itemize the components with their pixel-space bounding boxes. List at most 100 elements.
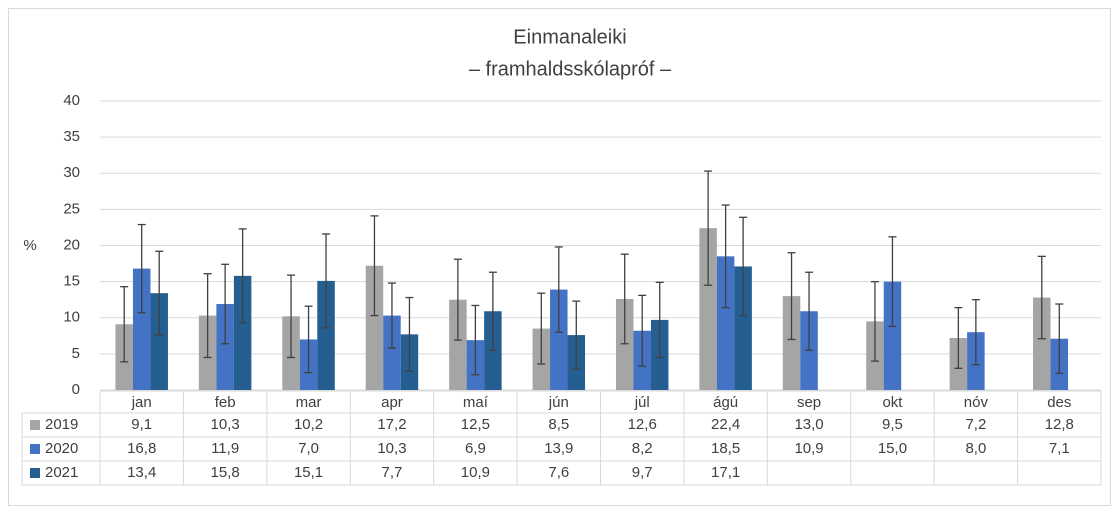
- table-value: 12,6: [628, 416, 657, 433]
- table-value: 8,5: [548, 416, 569, 433]
- error-bar: [787, 252, 796, 341]
- y-tick-label: 0: [72, 381, 80, 398]
- table-value: 7,1: [1049, 440, 1070, 457]
- bar: [883, 281, 902, 390]
- error-bar: [655, 281, 664, 359]
- error-bar: [120, 286, 129, 363]
- table-value: 13,4: [127, 464, 156, 481]
- x-tick-label: sep: [797, 394, 821, 411]
- table-value: 9,1: [131, 416, 152, 433]
- x-tick-label: júl: [634, 394, 650, 411]
- x-tick-label: des: [1047, 394, 1071, 411]
- legend-label: 2021: [45, 464, 78, 481]
- table-value: 13,9: [544, 440, 573, 457]
- table-value: 6,9: [465, 440, 486, 457]
- table-value: 12,5: [461, 416, 490, 433]
- x-tick-label: feb: [215, 394, 236, 411]
- table-value: 11,9: [211, 440, 239, 457]
- bar: [615, 298, 634, 390]
- error-bar: [1037, 255, 1046, 340]
- bar: [550, 289, 568, 390]
- error-bar: [471, 304, 480, 376]
- x-tick-label: ágú: [713, 394, 738, 411]
- table-value: 13,0: [794, 416, 823, 433]
- error-bar: [221, 263, 230, 345]
- table-value: 15,8: [211, 464, 240, 481]
- error-bar: [620, 253, 629, 345]
- table-value: 17,1: [711, 464, 740, 481]
- bar: [216, 304, 234, 390]
- error-bar: [870, 280, 879, 362]
- error-bar: [370, 215, 379, 317]
- bar: [383, 315, 401, 390]
- error-bar: [488, 271, 497, 351]
- error-bar: [287, 274, 296, 359]
- table-value: 7,7: [382, 464, 403, 481]
- bar: [449, 299, 467, 390]
- error-bar: [721, 204, 730, 309]
- legend-label: 2020: [45, 440, 78, 457]
- bar: [1033, 297, 1051, 390]
- x-tick-label: apr: [381, 394, 403, 411]
- chart-title: Einmanaleiki: [513, 26, 626, 48]
- error-bar: [739, 216, 748, 317]
- y-axis-label: %: [23, 237, 36, 254]
- legend-key: [30, 420, 40, 430]
- table-value: 7,0: [298, 440, 319, 457]
- error-bar: [572, 300, 581, 370]
- table-value: 7,2: [965, 416, 986, 433]
- table-value: 7,6: [548, 464, 569, 481]
- table-value: 10,9: [794, 440, 823, 457]
- error-bar: [405, 296, 414, 372]
- y-tick-label: 5: [72, 345, 80, 362]
- table-value: 10,3: [211, 416, 240, 433]
- error-bar: [704, 170, 713, 286]
- table-value: 9,5: [882, 416, 903, 433]
- table-value: 22,4: [711, 416, 740, 433]
- table-value: 10,3: [377, 440, 406, 457]
- error-bar: [304, 305, 313, 374]
- y-tick-label: 30: [63, 164, 80, 181]
- table-value: 10,2: [294, 416, 323, 433]
- error-bar: [888, 236, 897, 328]
- y-tick-label: 20: [63, 236, 80, 253]
- bar: [782, 296, 801, 390]
- error-bar: [954, 306, 963, 369]
- chart-border: [8, 8, 1111, 506]
- y-tick-label: 15: [63, 273, 80, 290]
- error-bar: [137, 223, 146, 314]
- table-value: 10,9: [461, 464, 490, 481]
- x-tick-label: jún: [548, 394, 569, 411]
- x-tick-label: okt: [882, 394, 903, 411]
- error-bar: [238, 228, 247, 324]
- legend-key: [30, 444, 40, 454]
- error-bar: [453, 258, 462, 341]
- bar: [716, 256, 735, 390]
- table-value: 17,2: [377, 416, 406, 433]
- y-tick-label: 10: [63, 309, 80, 326]
- y-tick-label: 25: [63, 200, 80, 217]
- table-value: 8,0: [965, 440, 986, 457]
- bar: [699, 228, 717, 390]
- x-tick-label: mar: [296, 394, 322, 411]
- x-tick-label: jan: [131, 394, 152, 411]
- error-bar: [387, 282, 396, 349]
- error-bar: [322, 233, 331, 329]
- bar: [150, 293, 168, 390]
- error-bar: [971, 299, 980, 366]
- error-bar: [805, 271, 814, 351]
- bar: [317, 280, 335, 390]
- error-bar: [537, 292, 546, 365]
- error-bar: [1055, 303, 1064, 375]
- legend-label: 2019: [45, 416, 78, 433]
- y-tick-label: 40: [63, 92, 80, 109]
- bar: [233, 275, 252, 390]
- chart-subtitle: – framhaldsskólapróf –: [469, 58, 672, 80]
- table-value: 8,2: [632, 440, 653, 457]
- table-value: 15,0: [878, 440, 907, 457]
- table-value: 18,5: [711, 440, 740, 457]
- bar: [365, 265, 384, 390]
- error-bar: [554, 246, 563, 333]
- y-tick-label: 35: [63, 128, 80, 145]
